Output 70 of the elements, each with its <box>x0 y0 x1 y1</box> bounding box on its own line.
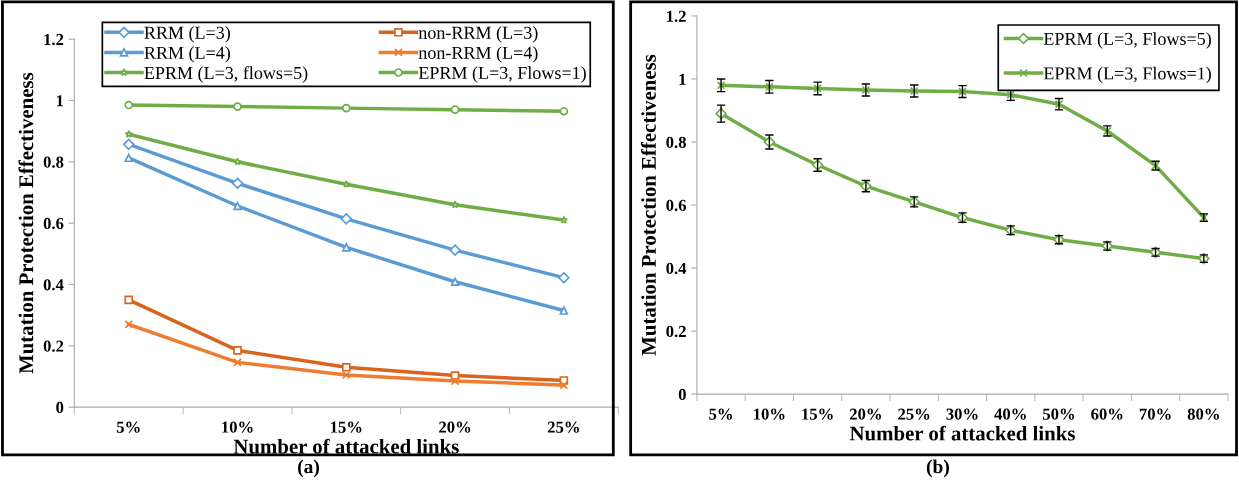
y-tick-label: 1.2 <box>667 10 686 22</box>
point <box>341 362 351 372</box>
point <box>124 295 134 305</box>
legend-label: EPRM (L=3, Flows=1) <box>1043 66 1211 84</box>
point <box>124 100 134 110</box>
x-axis-title: Number of attacked links <box>233 438 459 454</box>
x-tick-label: 40% <box>994 408 1026 420</box>
point <box>450 376 460 386</box>
legend-label: RRM (L=3) <box>144 26 230 43</box>
y-tick-label: 1 <box>56 95 64 107</box>
legend-label: non-RRM (L=4) <box>418 46 538 63</box>
point <box>559 106 569 116</box>
point <box>341 243 351 252</box>
y-tick-label: 0.8 <box>666 136 686 149</box>
x-tick-label: 25% <box>547 421 579 433</box>
y-tick-label: 0 <box>56 401 64 414</box>
point <box>558 271 570 284</box>
point <box>342 179 351 188</box>
point <box>124 153 134 163</box>
point <box>124 320 134 329</box>
y-tick-label: 1 <box>679 73 686 85</box>
point <box>450 105 460 114</box>
y-tick-label: 0.2 <box>43 340 64 352</box>
point <box>559 380 569 390</box>
x-tick-label: 15% <box>330 421 362 433</box>
x-tick-label: 5% <box>116 421 140 433</box>
x-axis-title: Number of attacked links <box>849 425 1075 441</box>
x-tick-label: 20% <box>439 421 471 433</box>
y-tick-label: 0 <box>678 388 686 401</box>
x-tick-label: 10% <box>754 408 785 420</box>
point <box>341 370 351 380</box>
y-tick-label: 0.4 <box>666 262 687 275</box>
legend-label: EPRM (L=3, flows=5) <box>144 66 308 83</box>
point <box>233 201 242 211</box>
y-axis-title: Mutation Protection Effectiveness <box>641 54 656 356</box>
point <box>231 177 244 190</box>
point <box>449 244 461 256</box>
x-tick-label: 50% <box>1043 408 1075 420</box>
legend-label: non-RRM (L=3) <box>418 26 538 43</box>
point <box>341 103 351 113</box>
y-tick-label: 1.2 <box>44 33 64 46</box>
x-tick-label: 80% <box>1187 408 1219 420</box>
y-tick-label: 0.6 <box>666 199 687 212</box>
point <box>122 138 135 151</box>
point <box>233 346 242 355</box>
point <box>340 213 353 225</box>
point <box>233 102 242 111</box>
point <box>450 277 460 287</box>
y-axis-title: Mutation Protection Effectiveness <box>18 72 34 374</box>
x-tick-label: 20% <box>849 408 882 420</box>
x-tick-label: 5% <box>709 408 733 420</box>
x-tick-label: 10% <box>222 421 253 433</box>
x-tick-label: 70% <box>1139 408 1171 420</box>
y-tick-label: 0.6 <box>43 217 64 230</box>
y-tick-label: 0.8 <box>43 156 64 168</box>
text: (b) <box>926 459 949 478</box>
point <box>124 129 133 138</box>
legend-label: EPRM (L=3, Flows=1) <box>418 66 586 83</box>
point <box>233 157 242 166</box>
y-tick-label: 0.2 <box>666 325 686 338</box>
y-tick-label: 0.4 <box>43 279 64 291</box>
x-tick-label: 15% <box>802 408 833 420</box>
point <box>559 306 569 315</box>
legend-label: RRM (L=4) <box>144 46 230 63</box>
x-tick-label: 60% <box>1091 408 1123 420</box>
text: (a) <box>298 459 319 478</box>
x-tick-label: 30% <box>946 408 978 420</box>
legend-label: EPRM (L=3, Flows=5) <box>1043 32 1211 49</box>
x-tick-label: 25% <box>898 408 930 420</box>
point <box>233 358 242 367</box>
